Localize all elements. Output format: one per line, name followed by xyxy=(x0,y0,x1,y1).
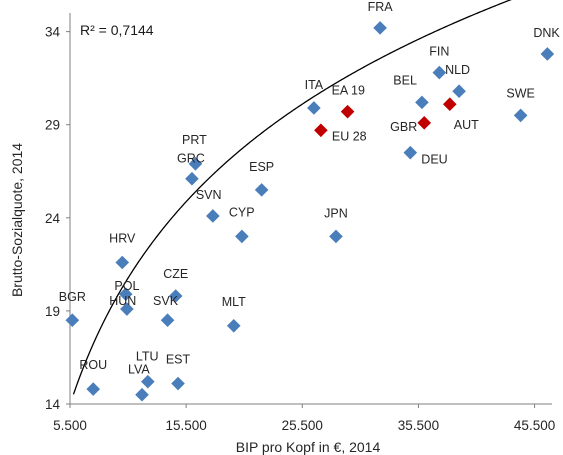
label-rou: ROU xyxy=(79,358,107,372)
label-ltu: LTU xyxy=(136,350,159,364)
point-grc xyxy=(185,171,199,186)
point-mlt xyxy=(226,319,241,333)
y-tick-label: 34 xyxy=(45,25,61,40)
point-esp xyxy=(254,183,269,197)
x-tick-label: 35.500 xyxy=(398,418,439,433)
label-fra: FRA xyxy=(368,0,394,14)
label-eu-28: EU 28 xyxy=(332,129,367,143)
point-cyp xyxy=(235,229,249,244)
y-tick-label: 19 xyxy=(45,304,60,319)
y-tick-label: 24 xyxy=(45,211,61,226)
point-prt xyxy=(188,157,203,171)
data-points xyxy=(65,21,555,402)
point-ea-19 xyxy=(340,104,355,119)
label-pol: POL xyxy=(114,279,139,293)
point-rou xyxy=(86,382,101,396)
label-deu: DEU xyxy=(421,153,447,167)
x-axis-title: BIP pro Kopf in €, 2014 xyxy=(236,439,381,455)
label-svn: SVN xyxy=(196,188,222,202)
label-grc: GRC xyxy=(177,152,205,166)
label-est: EST xyxy=(166,353,191,367)
label-ita: ITA xyxy=(305,78,324,92)
label-fin: FIN xyxy=(429,45,449,59)
point-svk xyxy=(160,313,175,328)
x-tick-label: 5.500 xyxy=(53,418,87,433)
label-ea-19: EA 19 xyxy=(332,84,365,98)
trendline xyxy=(72,0,512,395)
x-tick-label: 45.500 xyxy=(514,418,555,433)
point-fin xyxy=(432,65,447,80)
y-tick-label: 14 xyxy=(45,397,61,412)
label-bel: BEL xyxy=(393,73,417,87)
r-squared-annotation: R² = 0,7144 xyxy=(80,22,154,38)
label-aut: AUT xyxy=(454,118,479,132)
x-tick-label: 25.500 xyxy=(282,418,323,433)
point-ltu xyxy=(141,374,155,389)
axes: 5.500 15.500 25.500 35.500 45.500 14 19 24 29 34 xyxy=(45,13,555,433)
point-bel xyxy=(415,95,429,110)
point-swe xyxy=(513,108,528,123)
point-dnk xyxy=(540,47,555,61)
label-cze: CZE xyxy=(163,267,188,281)
label-hun: HUN xyxy=(109,294,136,308)
point-svn xyxy=(206,209,220,223)
label-hrv: HRV xyxy=(109,231,136,245)
label-prt: PRT xyxy=(182,133,207,147)
point-eu-28 xyxy=(314,123,328,138)
label-dnk: DNK xyxy=(533,26,560,40)
y-axis-title: Brutto-Sozialquote, 2014 xyxy=(9,143,25,297)
point-hrv xyxy=(115,255,130,270)
label-svk: SVK xyxy=(153,294,179,308)
x-tick-label: 15.500 xyxy=(165,418,206,433)
label-lva: LVA xyxy=(128,363,150,377)
point-aut xyxy=(442,97,457,112)
point-cze xyxy=(168,289,183,303)
point-labels: FRA DNK FIN NLD BEL ITA EA 19 SWE AUT GBR EU 28 DEU… xyxy=(59,0,561,377)
point-ita xyxy=(307,101,321,115)
point-jpn xyxy=(329,229,343,244)
trendline-group xyxy=(72,0,512,395)
point-lva xyxy=(135,387,149,402)
point-fra xyxy=(373,21,387,35)
label-jpn: JPN xyxy=(324,206,348,220)
label-nld: NLD xyxy=(445,63,470,77)
label-esp: ESP xyxy=(249,160,274,174)
point-est xyxy=(171,376,185,391)
point-deu xyxy=(403,145,418,160)
point-gbr xyxy=(417,116,432,130)
label-cyp: CYP xyxy=(229,205,255,219)
y-tick-label: 29 xyxy=(45,118,60,133)
point-pol xyxy=(120,302,134,316)
label-gbr: GBR xyxy=(390,120,417,134)
label-mlt: MLT xyxy=(222,295,246,309)
point-hun xyxy=(118,287,133,301)
label-bgr: BGR xyxy=(59,290,86,304)
point-nld xyxy=(452,84,466,98)
label-swe: SWE xyxy=(506,86,534,100)
point-bgr xyxy=(65,313,80,328)
